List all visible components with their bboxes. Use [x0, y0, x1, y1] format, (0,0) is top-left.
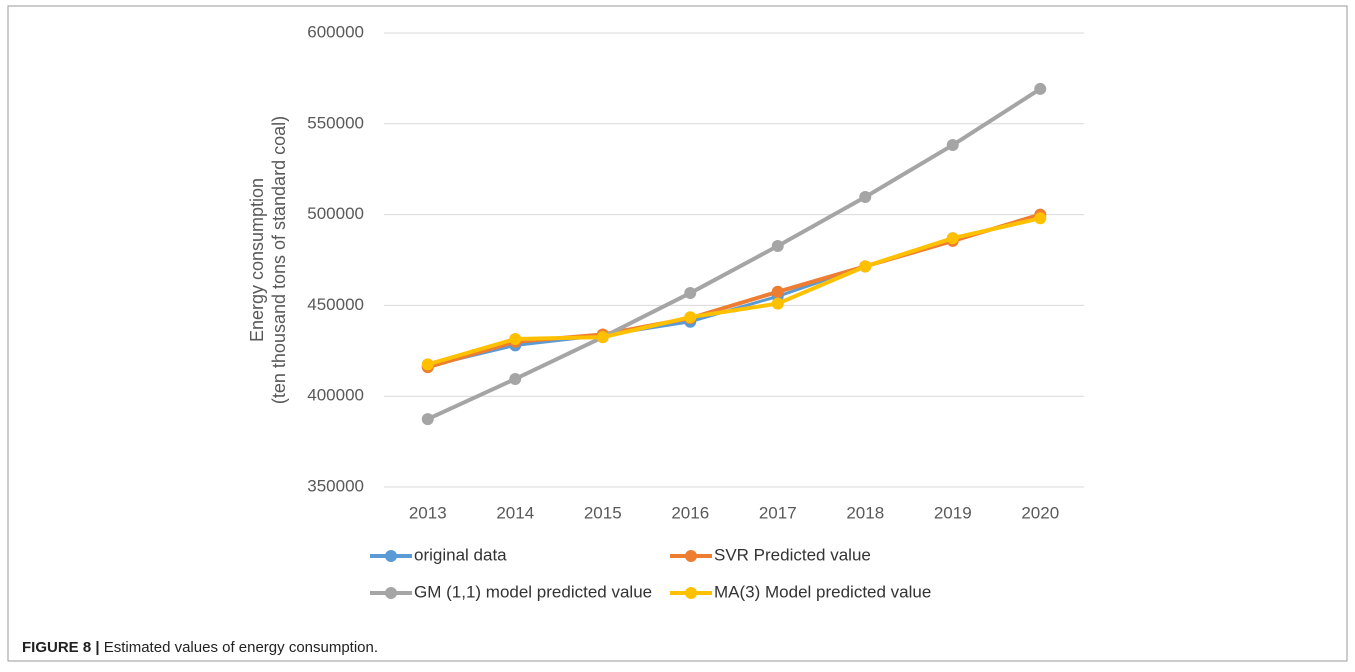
y-tick-label: 500000 [307, 204, 364, 223]
legend-marker [685, 587, 697, 599]
series [421, 212, 1047, 371]
data-point [946, 232, 959, 245]
data-point [859, 190, 872, 203]
data-point [859, 260, 872, 273]
data-point [1034, 82, 1047, 95]
caption: FIGURE 8 | Estimated values of energy co… [22, 639, 378, 656]
legend-marker [385, 550, 397, 562]
data-point [946, 139, 959, 152]
figure-label: FIGURE 8 | [22, 639, 100, 656]
figure-border [7, 5, 1348, 662]
data-point [421, 413, 434, 426]
data-point [509, 332, 522, 345]
x-tick-label: 2014 [496, 503, 534, 522]
caption-text: Estimated values of energy consumption. [104, 639, 378, 656]
y-tick-label: 400000 [307, 386, 364, 405]
y-label-line: (ten thousand tons of standard coal) [269, 116, 289, 404]
x-tick-label: 2019 [934, 503, 972, 522]
x-tick-label: 2020 [1021, 503, 1059, 522]
y-tick-label: 450000 [307, 295, 364, 314]
x-tick-label: 2016 [671, 503, 709, 522]
data-point [771, 285, 784, 298]
data-point [1034, 212, 1047, 225]
legend-marker [385, 587, 397, 599]
series-line [427, 216, 1041, 367]
series [421, 82, 1047, 426]
data-point [509, 372, 522, 385]
x-tick-label: 2018 [846, 503, 884, 522]
x-tick-label: 2017 [759, 503, 797, 522]
legend-label: original data [414, 545, 507, 564]
y-tick-label: 550000 [307, 113, 364, 132]
data-point [771, 240, 784, 253]
legend-label: MA(3) Model predicted value [714, 582, 931, 601]
y-tick-label: 350000 [307, 476, 364, 495]
legend-marker [685, 550, 697, 562]
data-point [771, 297, 784, 310]
y-label-line: Energy consumption [247, 178, 267, 342]
x-tick-label: 2013 [409, 503, 447, 522]
data-point [684, 287, 697, 300]
series-line [426, 87, 1042, 421]
data-point [684, 311, 697, 324]
y-axis-label: Energy consumption (ten thousand tons of… [247, 116, 289, 404]
legend-label: SVR Predicted value [714, 545, 871, 564]
legend-label: GM (1,1) model predicted value [414, 582, 652, 601]
x-tick-label: 2015 [584, 503, 622, 522]
data-point [596, 331, 609, 344]
data-point [421, 358, 434, 371]
y-tick-label: 600000 [307, 22, 364, 41]
